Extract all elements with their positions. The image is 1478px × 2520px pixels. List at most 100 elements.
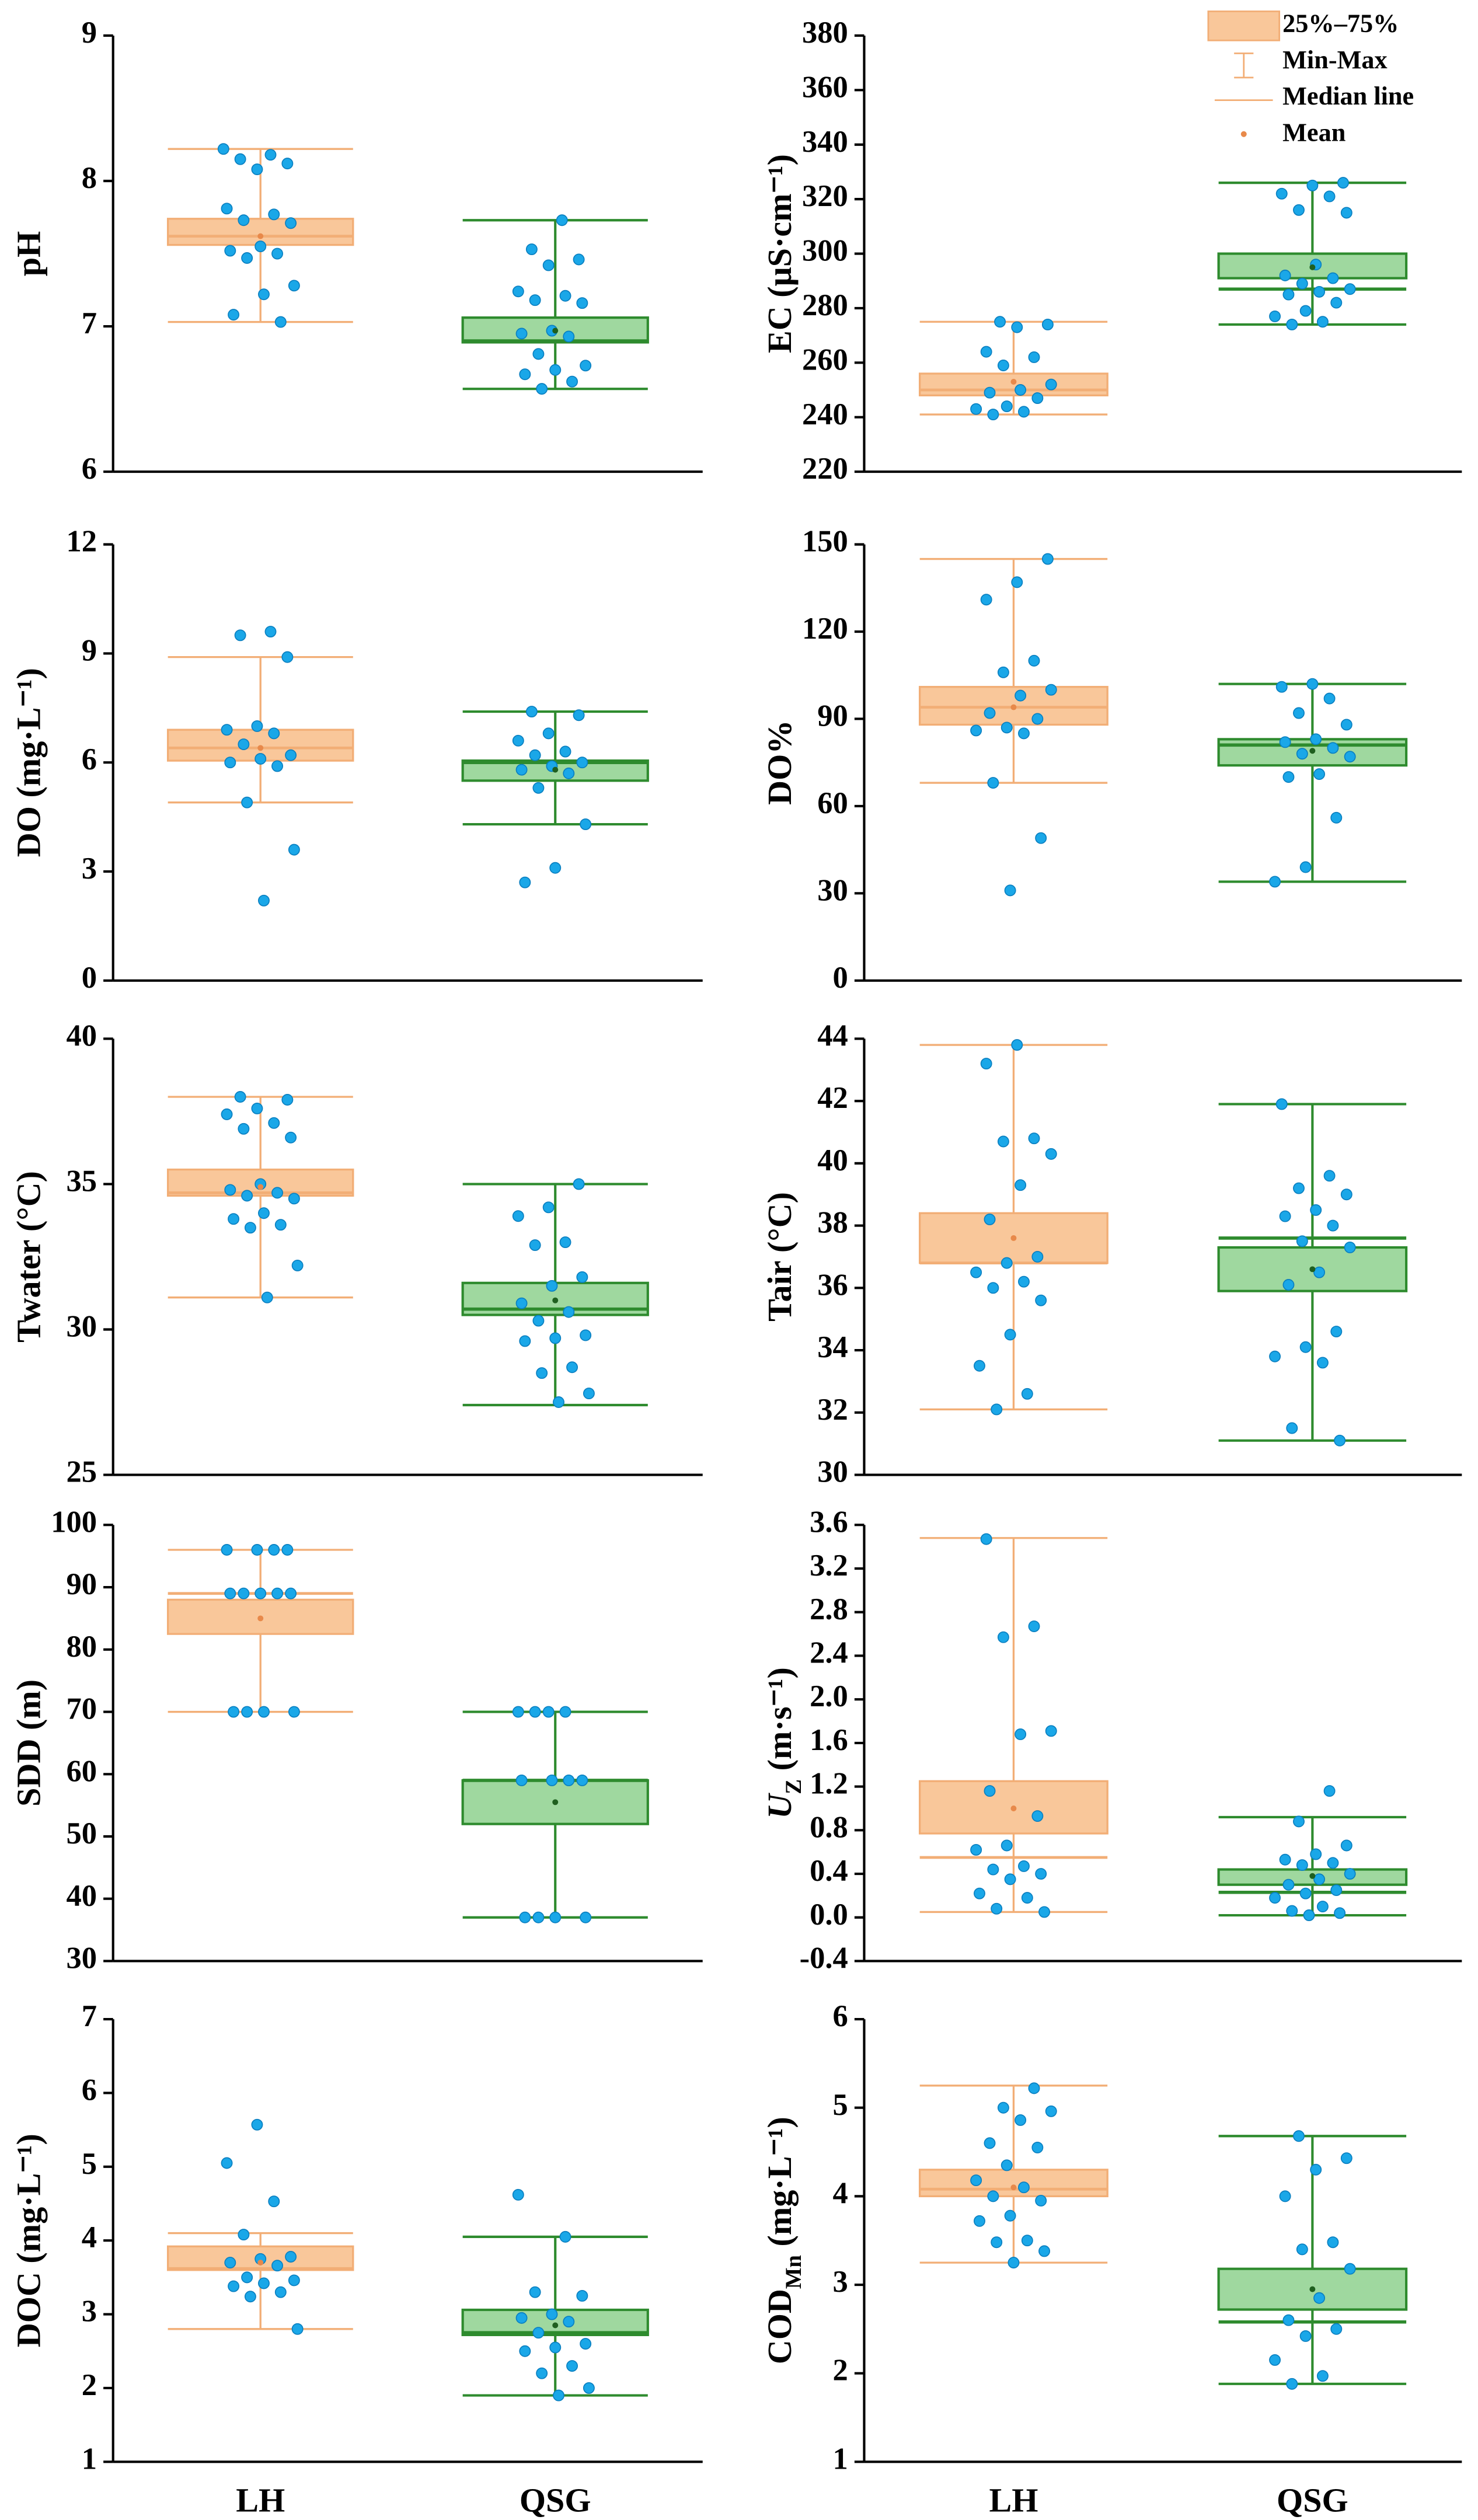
data-point — [542, 259, 555, 271]
y-tick-label: 120 — [802, 612, 848, 646]
data-point — [1279, 269, 1291, 281]
data-point — [228, 1706, 240, 1718]
data-point — [559, 2230, 571, 2243]
mean-marker — [1309, 1266, 1316, 1273]
y-axis-label-part: DOC (mg·L⁻¹) — [10, 2134, 48, 2347]
data-point — [1330, 2323, 1343, 2335]
y-tick-label: 2.4 — [810, 1636, 848, 1670]
data-point — [1269, 1350, 1281, 1362]
y-tick-label: 30 — [817, 873, 848, 907]
data-point — [217, 143, 229, 155]
data-point — [1028, 654, 1040, 667]
data-point — [274, 1219, 287, 1231]
y-tick-label: 150 — [802, 525, 848, 559]
data-point — [1038, 1906, 1050, 1918]
data-point — [271, 2260, 284, 2272]
data-point — [987, 1863, 999, 1876]
y-tick-label: 260 — [802, 343, 848, 377]
data-point — [549, 1911, 562, 1923]
data-point — [1299, 1887, 1312, 1899]
y-tick-label: 40 — [66, 1879, 97, 1913]
y-axis-label: SDD (m) — [10, 1679, 48, 1807]
y-tick-label: 70 — [66, 1692, 97, 1726]
data-point — [1296, 748, 1308, 760]
legend-label: Median line — [1282, 82, 1414, 110]
data-point — [271, 760, 284, 772]
data-point — [221, 724, 233, 736]
data-point — [580, 2338, 592, 2350]
data-point — [984, 707, 996, 719]
data-point — [288, 2274, 300, 2287]
data-point — [221, 2157, 233, 2169]
data-point — [221, 1544, 233, 1556]
data-point — [1327, 272, 1339, 284]
data-point — [970, 403, 982, 415]
data-point — [224, 245, 236, 257]
data-point — [1340, 1188, 1352, 1201]
data-point — [1282, 1279, 1295, 1291]
data-point — [234, 1091, 246, 1103]
data-point — [573, 253, 585, 266]
data-point — [1018, 727, 1030, 740]
data-point — [1306, 678, 1319, 690]
y-tick-label: 360 — [802, 70, 848, 104]
data-point — [553, 1396, 564, 1408]
y-tick-label: 5 — [833, 2088, 848, 2122]
y-tick-label: 1 — [82, 2442, 97, 2476]
data-point — [1045, 1148, 1057, 1160]
y-axis-label-part: DO% — [761, 720, 799, 805]
y-axis-label: EC (μS·cm⁻¹) — [761, 154, 799, 353]
data-point — [1344, 1241, 1356, 1253]
data-point — [1004, 1873, 1016, 1885]
data-point — [519, 1335, 531, 1347]
data-point — [984, 1213, 996, 1225]
data-point — [224, 1587, 236, 1599]
data-point — [285, 1587, 297, 1599]
data-point — [1028, 351, 1040, 363]
data-point — [559, 745, 571, 758]
y-tick-label: 9 — [82, 633, 97, 667]
x-tick-label: QSG — [520, 2481, 591, 2519]
data-point — [1299, 305, 1312, 317]
data-point — [1296, 2243, 1308, 2256]
data-point — [997, 1135, 1009, 1148]
data-point — [1282, 1878, 1295, 1891]
data-point — [1279, 1210, 1291, 1222]
data-point — [1282, 771, 1295, 783]
data-point — [281, 158, 294, 170]
data-point — [974, 1360, 985, 1372]
data-point — [559, 1236, 571, 1249]
data-point — [519, 2345, 531, 2357]
data-point — [255, 241, 267, 253]
mean-marker — [1010, 704, 1017, 710]
y-axis-label-part: pH — [10, 231, 48, 277]
legend-label: Mean — [1282, 118, 1345, 147]
data-point — [241, 2271, 253, 2284]
data-point — [1045, 2105, 1057, 2117]
data-point — [288, 1706, 300, 1718]
y-tick-label: 2.0 — [810, 1679, 848, 1713]
y-tick-label: 12 — [66, 525, 97, 559]
data-point — [566, 375, 578, 388]
data-point — [271, 248, 284, 260]
data-point — [519, 876, 531, 888]
data-point — [1001, 722, 1013, 734]
data-point — [274, 316, 287, 328]
data-point — [251, 1102, 263, 1114]
data-point — [549, 2341, 562, 2354]
x-tick-label: LH — [236, 2481, 285, 2519]
data-point — [1327, 1857, 1339, 1869]
data-point — [1296, 277, 1308, 290]
data-point — [546, 1280, 558, 1292]
data-point — [224, 1184, 236, 1196]
data-point — [281, 651, 294, 663]
data-point — [525, 243, 538, 256]
y-axis-label-part: (mg·L⁻¹) — [761, 2117, 799, 2255]
data-point — [576, 1271, 588, 1283]
mean-marker — [257, 745, 264, 751]
mean-marker — [1309, 1873, 1316, 1879]
y-axis-label: DO (mg·L⁻¹) — [10, 668, 48, 857]
data-point — [1279, 736, 1291, 748]
y-axis-label: CODMn (mg·L⁻¹) — [761, 2117, 806, 2364]
y-tick-label: 40 — [817, 1144, 848, 1177]
